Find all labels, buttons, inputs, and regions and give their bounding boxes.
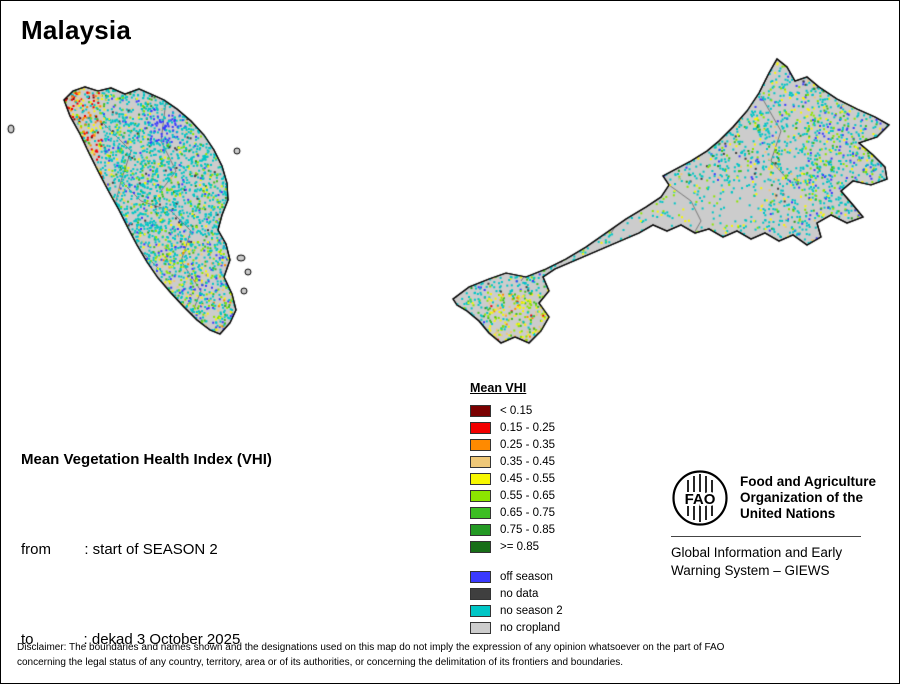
legend-label: 0.25 - 0.35: [500, 438, 555, 451]
legend-label: no season 2: [500, 604, 563, 617]
legend-item: >= 0.85: [470, 538, 563, 555]
info-line-to: to : dekad 3 October 2025: [21, 631, 241, 648]
giews-line: Global Information and Early: [671, 545, 843, 560]
legend-classes: < 0.15 0.15 - 0.25 0.25 - 0.35 0.35 - 0.45 0…: [470, 402, 563, 555]
map-info-block: Mean Vegetation Health Index (VHI) from …: [21, 385, 285, 683]
legend-swatch: [470, 489, 491, 502]
legend-item: no season 2: [470, 602, 563, 619]
legend-swatch: [470, 523, 491, 536]
fao-logo-text: FAO: [685, 491, 716, 508]
legend-label: 0.15 - 0.25: [500, 421, 555, 434]
legend-label: >= 0.85: [500, 540, 540, 553]
fao-block: FAO Food and Agriculture Organization of…: [671, 469, 876, 580]
legend-item: 0.65 - 0.75: [470, 504, 563, 521]
fao-name-line: United Nations: [740, 506, 836, 521]
legend-item: 0.45 - 0.55: [470, 470, 563, 487]
legend-swatch: [470, 604, 491, 617]
legend-label: no data: [500, 587, 539, 600]
info-line-from: from : start of SEASON 2: [21, 541, 218, 558]
giews-label: Global Information and Early Warning Sys…: [671, 544, 876, 580]
legend-label: no cropland: [500, 621, 561, 634]
legend-item: no cropland: [470, 619, 563, 636]
legend-swatch: [470, 421, 491, 434]
legend-swatch: [470, 438, 491, 451]
legend-swatch: [470, 570, 491, 583]
legend-item: 0.75 - 0.85: [470, 521, 563, 538]
legend-item: no data: [470, 585, 563, 602]
legend-item: 0.25 - 0.35: [470, 436, 563, 453]
giews-line: Warning System – GIEWS: [671, 563, 830, 578]
fao-name-line: Food and Agriculture: [740, 474, 876, 489]
legend-label: off season: [500, 570, 553, 583]
legend-item: 0.35 - 0.45: [470, 453, 563, 470]
legend-swatch: [470, 540, 491, 553]
legend-label: 0.55 - 0.65: [500, 489, 555, 502]
legend-title: Mean VHI: [470, 381, 527, 395]
legend-label: 0.75 - 0.85: [500, 523, 555, 536]
legend-label: 0.35 - 0.45: [500, 455, 555, 468]
fao-logo-icon: FAO: [672, 470, 728, 526]
legend-swatch: [470, 404, 491, 417]
disclaimer: Disclaimer: The boundaries and names sho…: [17, 640, 877, 670]
disclaimer-line: concerning the legal status of any count…: [17, 657, 624, 668]
legend-swatch: [470, 506, 491, 519]
legend-swatch: [470, 472, 491, 485]
page-title: Malaysia: [21, 15, 132, 45]
fao-header: FAO Food and Agriculture Organization of…: [671, 469, 876, 527]
legend-label: 0.45 - 0.55: [500, 472, 555, 485]
legend-special: off season no data no season 2 no cropland: [470, 568, 563, 636]
disclaimer-line: Disclaimer: The boundaries and names sho…: [17, 642, 725, 653]
fao-name: Food and Agriculture Organization of the…: [740, 474, 876, 522]
legend-item: 0.15 - 0.25: [470, 419, 563, 436]
legend-item: 0.55 - 0.65: [470, 487, 563, 504]
legend-label: 0.65 - 0.75: [500, 506, 555, 519]
legend-swatch: [470, 455, 491, 468]
legend-swatch: [470, 621, 491, 634]
legend: Mean VHI < 0.15 0.15 - 0.25 0.25 - 0.35 0.3…: [470, 381, 563, 636]
legend-label: < 0.15: [500, 404, 533, 417]
fao-name-line: Organization of the: [740, 490, 863, 505]
vhi-heading: Mean Vegetation Health Index (VHI): [21, 451, 272, 468]
legend-item: off season: [470, 568, 563, 585]
legend-item: < 0.15: [470, 402, 563, 419]
legend-swatch: [470, 587, 491, 600]
org-divider: [671, 536, 861, 537]
